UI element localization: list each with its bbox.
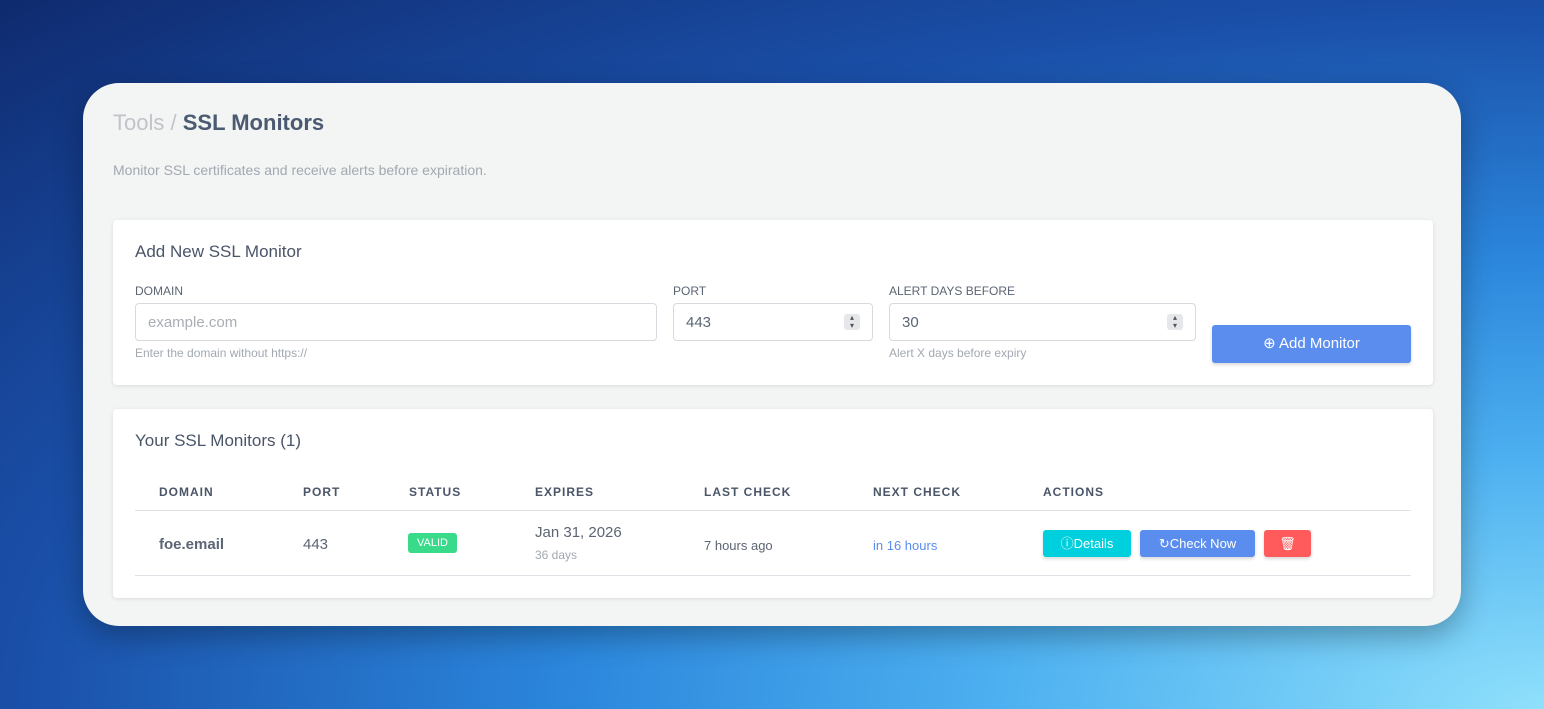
monitor-port: 443 — [303, 536, 329, 553]
domain-label: DOMAIN — [135, 284, 183, 298]
alert-days-value: 30 — [902, 314, 919, 331]
last-check: 7 hours ago — [704, 538, 773, 553]
breadcrumb-separator: / — [170, 110, 177, 135]
alert-days-input[interactable]: 30 ▴ ▾ — [889, 303, 1196, 341]
card-title: Add New SSL Monitor — [135, 242, 302, 261]
trash-icon: 🗑 — [1279, 536, 1296, 551]
delete-button[interactable]: 🗑 — [1264, 530, 1311, 557]
info-icon: ⓘ — [1060, 536, 1074, 551]
monitors-card: Your SSL Monitors (1) DOMAIN PORT STATUS… — [113, 409, 1433, 598]
alert-days-hint: Alert X days before expiry — [889, 346, 1027, 360]
breadcrumb: Tools / SSL Monitors — [113, 110, 324, 136]
expires-in: 36 days — [535, 548, 578, 562]
check-now-button[interactable]: ↻Check Now — [1140, 530, 1255, 557]
plus-circle-icon: ⊕ — [1263, 335, 1276, 352]
column-header: NEXT CHECK — [873, 485, 962, 499]
app-window: Tools / SSL Monitors Monitor SSL certifi… — [83, 83, 1461, 626]
card-title: Your SSL Monitors (1) — [135, 431, 301, 450]
alert-days-label: ALERT DAYS BEFORE — [889, 284, 1016, 298]
column-header: PORT — [303, 485, 341, 499]
column-header: DOMAIN — [159, 485, 214, 499]
details-button[interactable]: ⓘDetails — [1043, 530, 1131, 557]
breadcrumb-parent[interactable]: Tools — [113, 110, 165, 135]
divider — [135, 510, 1411, 511]
details-label: Details — [1073, 536, 1114, 551]
stepper-icon[interactable]: ▴ ▾ — [1167, 314, 1183, 330]
column-header: STATUS — [409, 485, 462, 499]
port-input[interactable]: 443 ▴ ▾ — [673, 303, 873, 341]
status-badge: VALID — [408, 533, 457, 553]
add-monitor-card: Add New SSL Monitor DOMAIN example.com E… — [113, 220, 1433, 385]
page-title: SSL Monitors — [182, 110, 325, 135]
domain-input[interactable]: example.com — [135, 303, 657, 341]
add-monitor-label: Add Monitor — [1279, 335, 1360, 352]
page-subtitle: Monitor SSL certificates and receive ale… — [113, 162, 487, 178]
expires-date: Jan 31, 2026 — [535, 524, 622, 541]
port-label: PORT — [673, 284, 707, 298]
refresh-icon: ↻ — [1158, 536, 1170, 551]
port-value: 443 — [686, 314, 712, 331]
stepper-icon[interactable]: ▴ ▾ — [844, 314, 860, 330]
check-now-label: Check Now — [1169, 536, 1237, 551]
column-header: EXPIRES — [535, 485, 595, 499]
divider — [135, 575, 1411, 576]
monitor-domain: foe.email — [159, 536, 225, 553]
add-monitor-button[interactable]: ⊕ Add Monitor — [1212, 325, 1411, 363]
next-check: in 16 hours — [873, 538, 938, 553]
column-header: ACTIONS — [1043, 485, 1104, 499]
domain-hint: Enter the domain without https:// — [135, 346, 308, 360]
column-header: LAST CHECK — [704, 485, 792, 499]
